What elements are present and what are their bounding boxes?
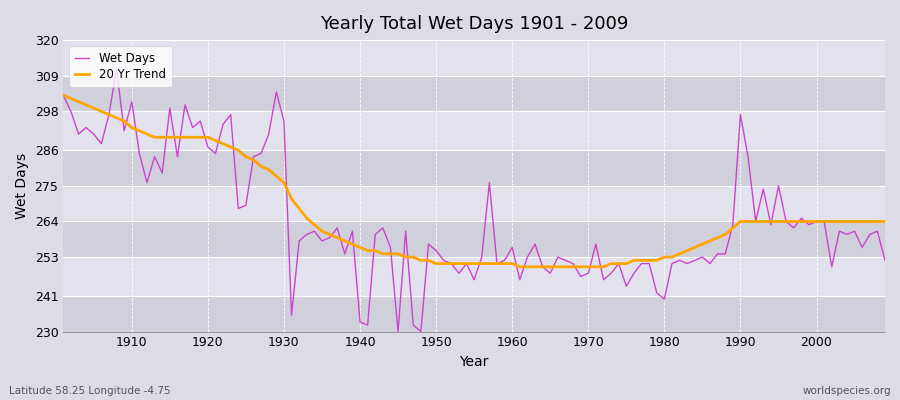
Bar <box>63 150 885 186</box>
Wet Days <box>392 329 403 334</box>
Line: Wet Days: Wet Days <box>63 69 885 332</box>
Bar <box>63 222 885 257</box>
Wet Days <box>112 67 122 72</box>
Title: Yearly Total Wet Days 1901 - 2009: Yearly Total Wet Days 1901 - 2009 <box>320 15 628 33</box>
X-axis label: Year: Year <box>460 355 489 369</box>
20 Yr Trend <box>515 264 526 269</box>
Bar <box>63 40 885 76</box>
Text: worldspecies.org: worldspecies.org <box>803 386 891 396</box>
Wet Days <box>339 252 350 256</box>
Legend: Wet Days, 20 Yr Trend: Wet Days, 20 Yr Trend <box>69 46 172 87</box>
Bar <box>63 111 885 150</box>
Wet Days <box>613 261 624 266</box>
20 Yr Trend <box>332 235 343 240</box>
20 Yr Trend <box>58 93 68 98</box>
Wet Days <box>58 93 68 98</box>
20 Yr Trend <box>500 261 510 266</box>
Bar <box>63 296 885 332</box>
20 Yr Trend <box>507 261 517 266</box>
20 Yr Trend <box>119 119 130 124</box>
Text: Latitude 58.25 Longitude -4.75: Latitude 58.25 Longitude -4.75 <box>9 386 171 396</box>
Line: 20 Yr Trend: 20 Yr Trend <box>63 95 885 267</box>
20 Yr Trend <box>879 219 890 224</box>
Bar <box>63 76 885 111</box>
Bar <box>63 257 885 296</box>
Wet Days <box>522 255 533 260</box>
Wet Days <box>515 277 526 282</box>
Bar <box>63 186 885 222</box>
20 Yr Trend <box>286 196 297 201</box>
Wet Days <box>126 99 137 104</box>
Wet Days <box>879 258 890 263</box>
Wet Days <box>293 238 304 243</box>
20 Yr Trend <box>606 261 616 266</box>
Y-axis label: Wet Days: Wet Days <box>15 153 29 219</box>
